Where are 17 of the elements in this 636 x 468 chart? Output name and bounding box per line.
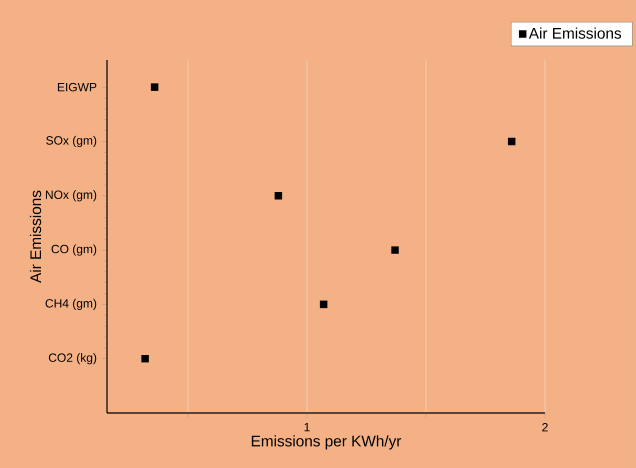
x-tick-label: 2 [542, 423, 548, 432]
y-tick-label: NOx (gm) [46, 190, 96, 202]
y-tick-label: CH4 (gm) [46, 298, 96, 310]
legend-label: Air Emissions [528, 27, 622, 39]
point [141, 354, 149, 362]
y-tick-label: CO2 (kg) [48, 353, 96, 364]
point [320, 300, 328, 308]
y-axis-title: Air Emissions [30, 190, 42, 283]
y-tick-label: SOx (gm) [46, 136, 96, 148]
point [274, 192, 282, 200]
x-tick-label: 1 [304, 423, 310, 432]
point [391, 246, 399, 254]
point [150, 83, 158, 91]
point [508, 138, 516, 146]
x-axis-title: Emissions per KWh/yr [252, 435, 402, 450]
y-tick-label: CO (gm) [52, 244, 96, 256]
y-tick-label: EIGWP [58, 82, 96, 92]
